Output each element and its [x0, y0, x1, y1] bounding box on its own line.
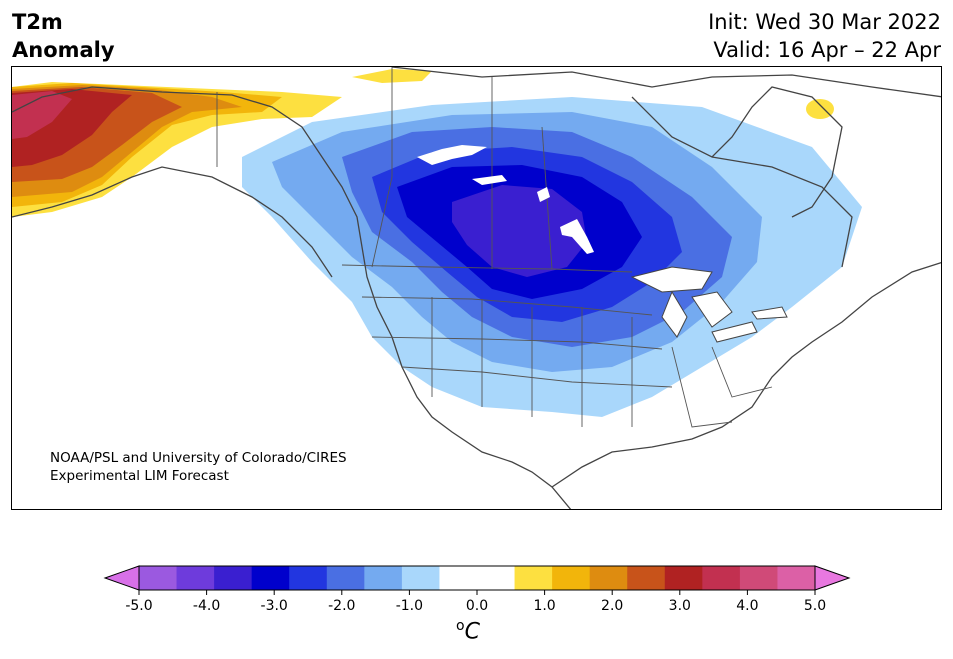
credit-line-1: NOAA/PSL and University of Colorado/CIRE… [50, 450, 347, 466]
great-lakes [630, 266, 788, 343]
init-date: Init: Wed 30 Mar 2022 [708, 10, 941, 34]
colorbar-tick-label: -5.0 [125, 598, 153, 614]
map-title-variable: T2m [12, 10, 63, 34]
colorbar-segment [777, 566, 816, 590]
colorbar-segment [702, 566, 741, 590]
cold-anomaly-central [242, 97, 862, 417]
coastlines [12, 67, 941, 509]
colorbar-unit: oC [456, 618, 480, 644]
colorbar-segment [251, 566, 290, 590]
colorbar-segment [552, 566, 591, 590]
colorbar-segment [477, 566, 516, 590]
colorbar-segment [214, 566, 253, 590]
colorbar-tick-label: -2.0 [328, 598, 356, 614]
colorbar-segment [364, 566, 403, 590]
map-title: T2m Anomaly [12, 8, 115, 64]
colorbar-under-triangle [103, 565, 140, 591]
date-info: Init: Wed 30 Mar 2022 Valid: 16 Apr – 22… [708, 8, 941, 64]
colorbar-segment [139, 566, 178, 590]
colorbar-segment [739, 566, 778, 590]
colorbar-segment [401, 566, 440, 590]
colorbar-segment [289, 566, 328, 590]
colorbar-segment [326, 566, 365, 590]
colorbar-tick-label: 2.0 [601, 598, 624, 614]
colorbar-tick-label: 5.0 [803, 598, 827, 614]
colorbar-segment [589, 566, 628, 590]
colorbar-segment [176, 566, 215, 590]
colorbar-tick-label: -1.0 [395, 598, 424, 614]
colorbar-tick-label: 3.0 [668, 598, 691, 614]
colorbar-segment [514, 566, 553, 590]
colorbar-segment [439, 566, 478, 590]
colorbar-ticks [138, 590, 816, 595]
colorbar-tick-label: 4.0 [736, 598, 759, 614]
anomaly-map: NOAA/PSL and University of Colorado/CIRE… [11, 66, 942, 510]
unit-superscript: o [456, 618, 465, 634]
colorbar-tick-label: -4.0 [192, 598, 221, 614]
map-graphic [12, 67, 941, 509]
colorbar-over-triangle [814, 565, 851, 591]
credit-text: NOAA/PSL and University of Colorado/CIRE… [50, 449, 347, 485]
colorbar-tick-label: -3.0 [260, 598, 288, 614]
colorbar-tick-label: 0.0 [465, 598, 489, 614]
valid-date: Valid: 16 Apr – 22 Apr [713, 38, 941, 62]
canadian-lakes [417, 145, 594, 254]
colorbar-segments [139, 566, 816, 590]
colorbar-tick-label: 1.0 [533, 598, 556, 614]
colorbar-segment [664, 566, 703, 590]
warm-anomaly-alaska [12, 69, 834, 217]
credit-line-2: Experimental LIM Forecast [50, 468, 229, 484]
colorbar-segment [627, 566, 666, 590]
state-borders [216, 67, 773, 428]
unit-letter: C [464, 619, 480, 645]
map-title-type: Anomaly [12, 38, 115, 62]
